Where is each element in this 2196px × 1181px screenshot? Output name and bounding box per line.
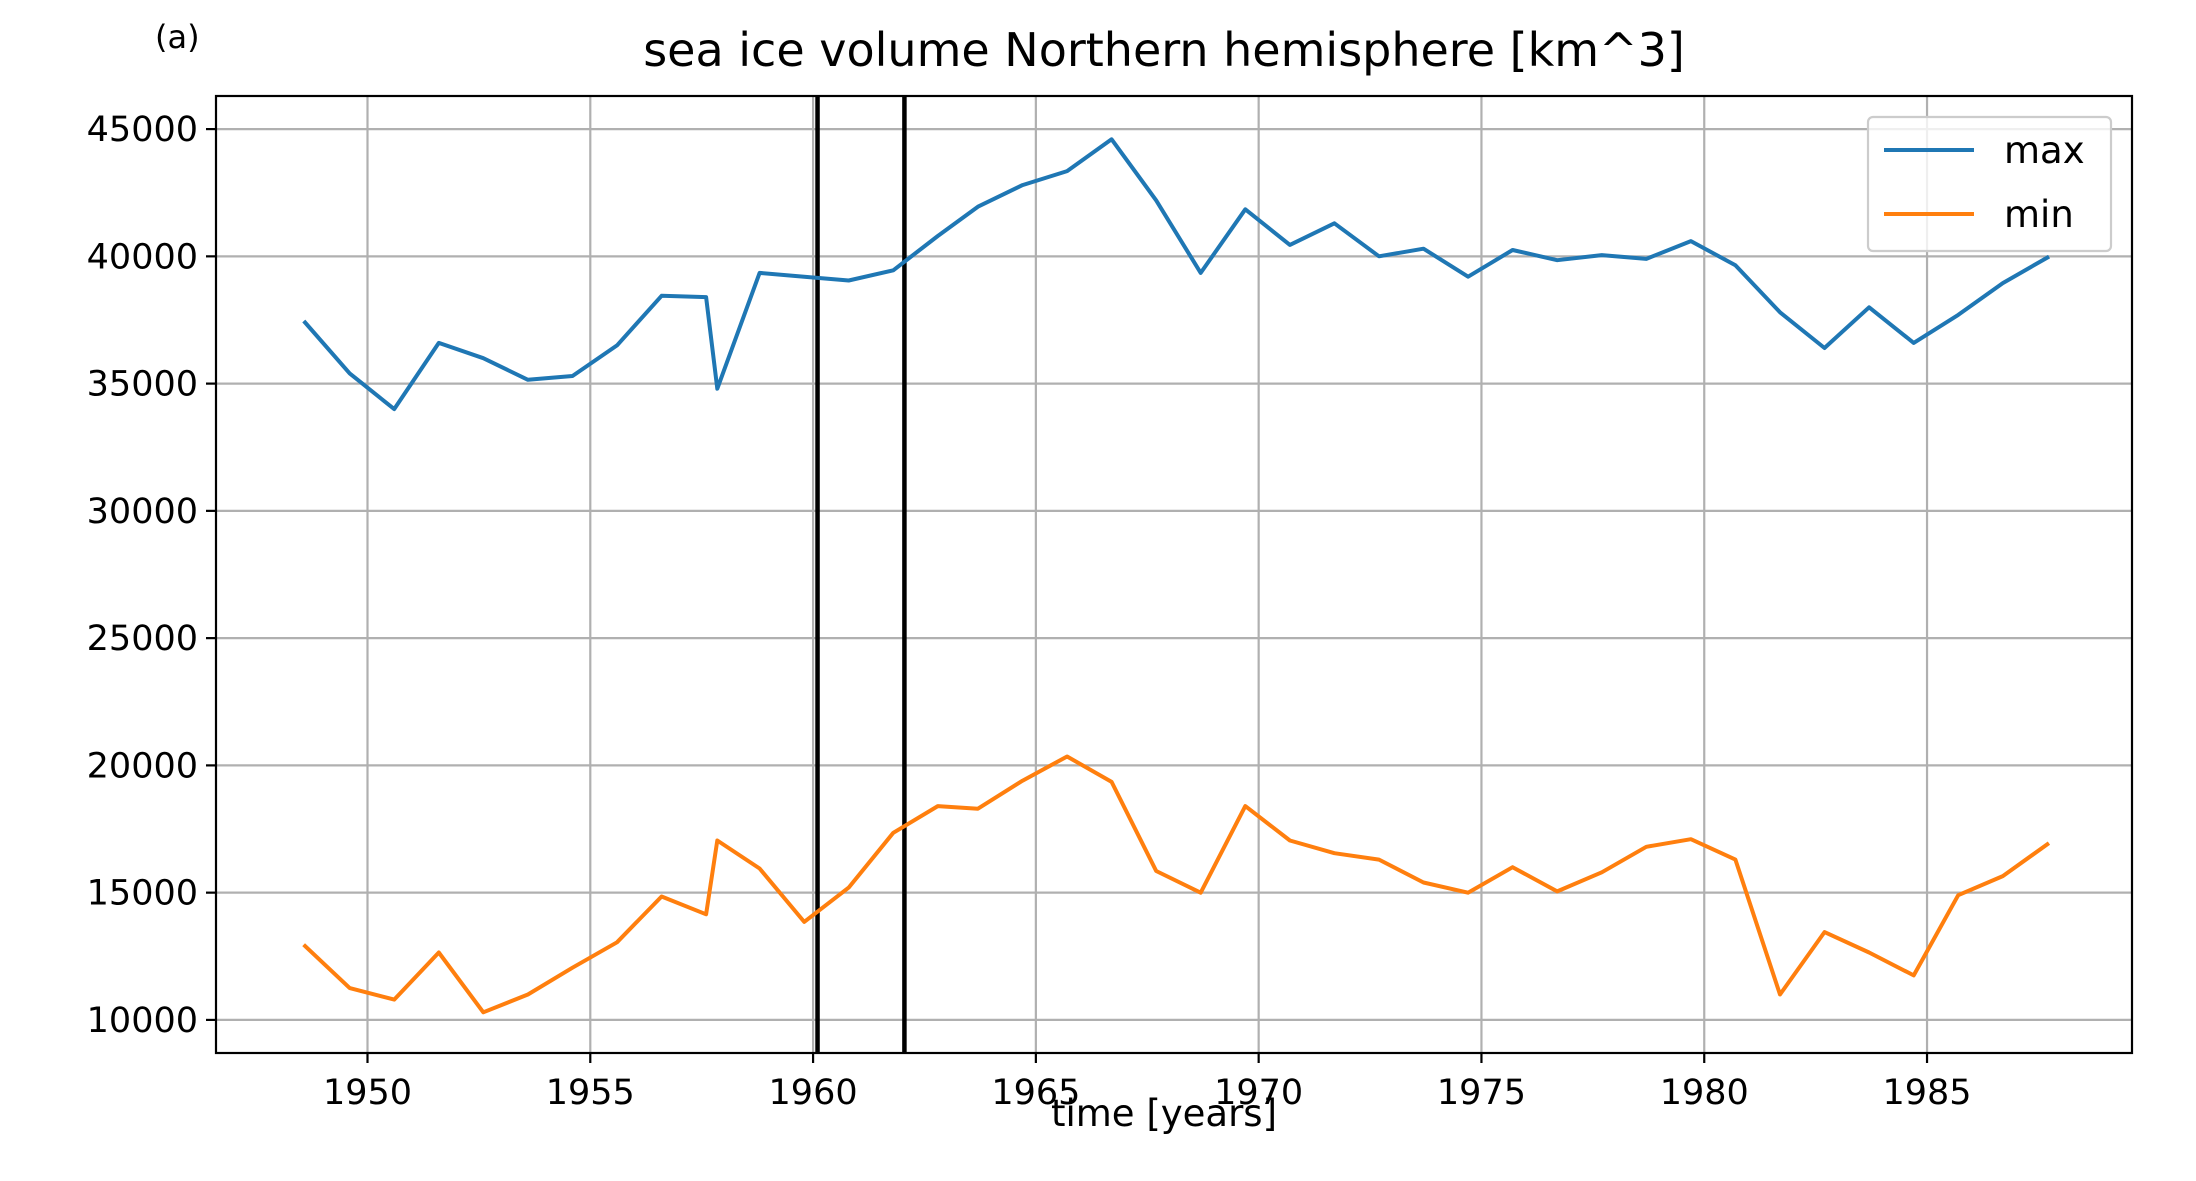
- y-tick-label: 40000: [87, 237, 198, 277]
- series-line-min: [302, 754, 2051, 1015]
- series-lines: [302, 137, 2051, 1015]
- y-tick-label: 45000: [87, 110, 198, 150]
- plot-frame: [214, 94, 2134, 1055]
- x-axis-label: time [years]: [1051, 1092, 1277, 1135]
- x-tick-label: 1980: [1660, 1073, 1749, 1113]
- x-tick-label: 1985: [1882, 1073, 1971, 1113]
- grid: [216, 96, 2132, 1053]
- legend: max min: [1866, 115, 2113, 253]
- y-tick-label: 35000: [87, 365, 198, 405]
- y-tick-label: 30000: [87, 492, 198, 532]
- x-tick-label: 1955: [546, 1073, 635, 1113]
- y-axis: 10000 15000 20000 25000 30000 35000 40000 45000: [87, 110, 216, 1041]
- panel-label: (a): [155, 18, 200, 56]
- y-tick-label: 25000: [87, 619, 198, 659]
- x-tick-label: 1950: [323, 1073, 412, 1113]
- y-tick-label: 10000: [87, 1001, 198, 1041]
- legend-label-max: max: [2004, 129, 2085, 172]
- series-line-max: [302, 137, 2051, 412]
- x-tick-label: 1965: [991, 1073, 1080, 1113]
- x-tick-label: 1960: [769, 1073, 858, 1113]
- y-tick-label: 15000: [87, 874, 198, 914]
- x-tick-label: 1975: [1437, 1073, 1526, 1113]
- legend-label-min: min: [2004, 193, 2074, 236]
- y-tick-label: 20000: [87, 746, 198, 786]
- reference-lines: [815, 96, 907, 1053]
- x-tick-label: 1970: [1214, 1073, 1303, 1113]
- x-axis: 1950 1955 1960 1965 1970 1975 1980 1985: [323, 1053, 1972, 1113]
- chart-title: sea ice volume Northern hemisphere [km^3…: [643, 23, 1685, 77]
